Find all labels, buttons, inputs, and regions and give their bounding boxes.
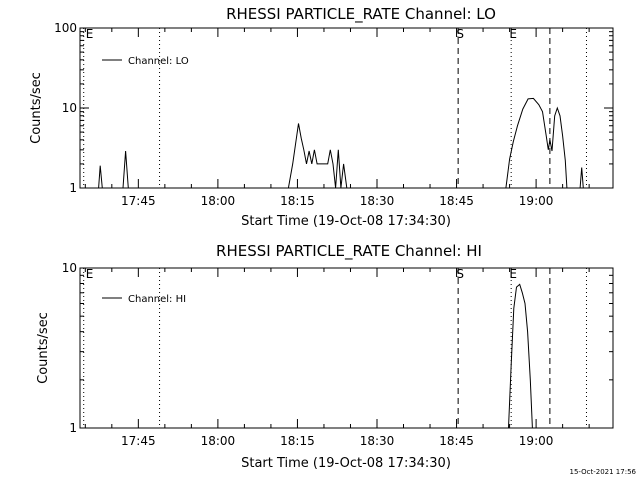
event-marker-label: E xyxy=(509,267,517,281)
x-tick-label: 19:00 xyxy=(519,434,554,448)
y-tick-label: 100 xyxy=(54,21,77,35)
plot-frame-hi xyxy=(79,267,614,429)
x-tick-label: 18:45 xyxy=(439,194,474,208)
legend-label-hi: Channel: HI xyxy=(128,294,186,305)
x-tick-label: 18:15 xyxy=(280,434,315,448)
x-tick-label: 18:30 xyxy=(360,434,395,448)
y-tick-label: 10 xyxy=(62,261,77,275)
y-tick-label: 1 xyxy=(69,421,77,435)
x-tick-label: 18:00 xyxy=(201,194,236,208)
footer-timestamp: 15-Oct-2021 17:56 xyxy=(570,468,637,476)
y-axis-label-hi: Counts/sec xyxy=(36,312,51,384)
x-tick-label: 17:45 xyxy=(121,194,156,208)
series-line xyxy=(122,150,129,189)
event-marker-label: E xyxy=(86,27,94,41)
chart-title-lo: RHESSI PARTICLE_RATE Channel: LO xyxy=(226,5,496,24)
panel-hi: RHESSI PARTICLE_RATE Channel: HI Start T… xyxy=(36,242,614,471)
x-tick-label: 18:15 xyxy=(280,194,315,208)
plot-frame-lo xyxy=(79,27,614,189)
x-tick-label: 18:30 xyxy=(360,194,395,208)
event-marker-label: E xyxy=(86,267,94,281)
event-marker-label: E xyxy=(509,27,517,41)
y-axis-label-lo: Counts/sec xyxy=(29,72,44,144)
series-line xyxy=(98,165,103,189)
event-marker-label: S xyxy=(456,267,464,281)
x-tick-label: 18:45 xyxy=(439,434,474,448)
y-tick-label: 10 xyxy=(62,101,77,115)
panel-lo: RHESSI PARTICLE_RATE Channel: LO Start T… xyxy=(29,5,614,229)
x-tick-label: 18:00 xyxy=(201,434,236,448)
y-tick-label: 1 xyxy=(69,181,77,195)
series-line xyxy=(579,167,584,189)
event-marker-label: S xyxy=(456,27,464,41)
series-line xyxy=(287,123,348,189)
x-axis-label-lo: Start Time (19-Oct-08 17:34:30) xyxy=(241,214,451,229)
x-tick-label: 17:45 xyxy=(121,434,156,448)
x-tick-label: 19:00 xyxy=(519,194,554,208)
x-axis-label-hi: Start Time (19-Oct-08 17:34:30) xyxy=(241,456,451,471)
series-line xyxy=(508,283,533,429)
legend-label-lo: Channel: LO xyxy=(128,56,189,67)
series-line xyxy=(505,97,568,189)
chart-title-hi: RHESSI PARTICLE_RATE Channel: HI xyxy=(216,242,482,261)
